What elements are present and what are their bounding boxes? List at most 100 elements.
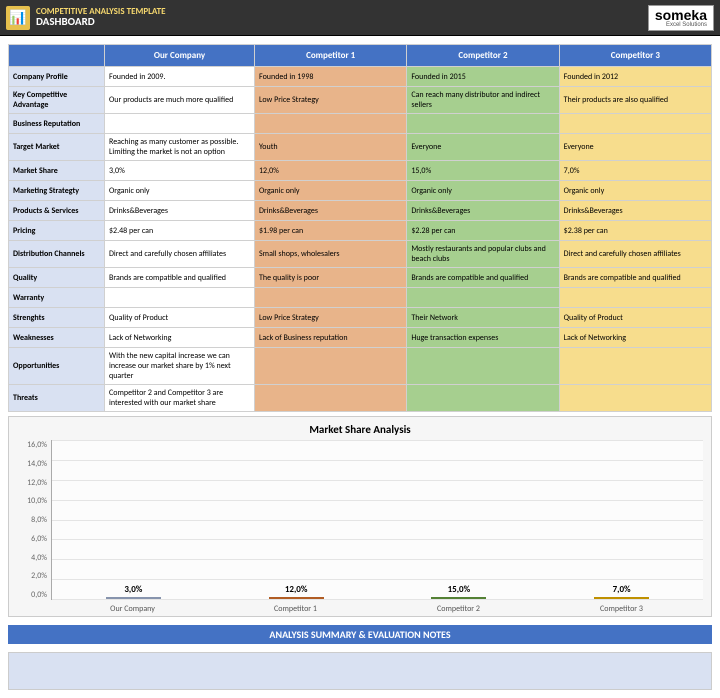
cell-our[interactable]: Drinks&Beverages <box>105 201 255 221</box>
cell-c1[interactable]: The quality is poor <box>255 268 407 288</box>
cell-c3[interactable]: Founded in 2012 <box>559 67 711 87</box>
cell-c2[interactable]: Drinks&Beverages <box>407 201 559 221</box>
table-row: Company ProfileFounded in 2009.Founded i… <box>9 67 712 87</box>
cell-c2[interactable]: Their Network <box>407 308 559 328</box>
cell-c2[interactable]: Brands are compatible and qualified <box>407 268 559 288</box>
cell-c1[interactable]: Founded in 1998 <box>255 67 407 87</box>
cell-c3[interactable]: 7,0% <box>559 161 711 181</box>
cell-our[interactable]: Quality of Product <box>105 308 255 328</box>
chart-bar: 12,0% <box>261 597 331 599</box>
row-label: Marketing Strategty <box>9 181 105 201</box>
cell-c2[interactable]: Founded in 2015 <box>407 67 559 87</box>
bar-value-label: 3,0% <box>107 584 160 595</box>
x-tick-label: Competitor 1 <box>261 604 331 614</box>
cell-c1[interactable] <box>255 348 407 385</box>
cell-c3[interactable] <box>559 288 711 308</box>
table-row: Market Share3,0%12,0%15,0%7,0% <box>9 161 712 181</box>
bar-value-label: 7,0% <box>595 584 648 595</box>
header-corner <box>9 45 105 67</box>
cell-c1[interactable]: Drinks&Beverages <box>255 201 407 221</box>
cell-our[interactable] <box>105 288 255 308</box>
chart-plot-area: 3,0% 12,0% 15,0% 7,0% <box>51 440 703 600</box>
cell-c2[interactable]: Mostly restaurants and popular clubs and… <box>407 241 559 268</box>
cell-c1[interactable]: Low Price Strategy <box>255 308 407 328</box>
cell-c3[interactable]: Brands are compatible and qualified <box>559 268 711 288</box>
cell-c3[interactable] <box>559 348 711 385</box>
cell-c2[interactable]: Everyone <box>407 134 559 161</box>
chart-x-axis: Our Company Competitor 1 Competitor 2 Compe… <box>51 600 703 614</box>
cell-our[interactable]: Our products are much more qualified <box>105 87 255 114</box>
logo-text: someka <box>655 8 707 22</box>
row-label: Threats <box>9 385 105 412</box>
cell-c2[interactable] <box>407 114 559 134</box>
cell-c2[interactable]: $2.28 per can <box>407 221 559 241</box>
cell-c3[interactable]: Quality of Product <box>559 308 711 328</box>
cell-our[interactable] <box>105 114 255 134</box>
cell-c3[interactable]: Lack of Networking <box>559 328 711 348</box>
table-row: ThreatsCompetitor 2 and Competitor 3 are… <box>9 385 712 412</box>
row-label: Products & Services <box>9 201 105 221</box>
cell-our[interactable]: Brands are compatible and qualified <box>105 268 255 288</box>
analysis-table: Our Company Competitor 1 Competitor 2 Co… <box>8 44 712 412</box>
cell-our[interactable]: 3,0% <box>105 161 255 181</box>
cell-our[interactable]: Reaching as many customer as possible. L… <box>105 134 255 161</box>
header-competitor-1: Competitor 1 <box>255 45 407 67</box>
table-row: OpportunitiesWith the new capital increa… <box>9 348 712 385</box>
cell-c1[interactable] <box>255 385 407 412</box>
cell-c1[interactable]: Small shops, wholesalers <box>255 241 407 268</box>
table-row: Target MarketReaching as many customer a… <box>9 134 712 161</box>
table-header-row: Our Company Competitor 1 Competitor 2 Co… <box>9 45 712 67</box>
cell-c2[interactable]: Organic only <box>407 181 559 201</box>
cell-our[interactable]: Direct and carefully chosen affiliates <box>105 241 255 268</box>
cell-c3[interactable]: Everyone <box>559 134 711 161</box>
cell-c1[interactable] <box>255 288 407 308</box>
y-tick-label: 12,0% <box>17 478 47 488</box>
cell-c2[interactable]: Can reach many distributor and indirect … <box>407 87 559 114</box>
y-tick-label: 4,0% <box>17 553 47 563</box>
cell-our[interactable]: Competitor 2 and Competitor 3 are intere… <box>105 385 255 412</box>
x-tick-label: Our Company <box>98 604 168 614</box>
row-label: Weaknesses <box>9 328 105 348</box>
cell-c2[interactable]: 15,0% <box>407 161 559 181</box>
cell-our[interactable]: $2.48 per can <box>105 221 255 241</box>
chart-bar: 7,0% <box>587 597 657 599</box>
cell-our[interactable]: With the new capital increase we can inc… <box>105 348 255 385</box>
bar-value-label: 12,0% <box>270 584 323 595</box>
header-left: 📊 COMPETITIVE ANALYSIS TEMPLATE DASHBOAR… <box>6 6 166 30</box>
header-competitor-3: Competitor 3 <box>559 45 711 67</box>
summary-notes-area[interactable] <box>8 652 712 690</box>
cell-c3[interactable]: Organic only <box>559 181 711 201</box>
y-tick-label: 16,0% <box>17 440 47 450</box>
cell-c3[interactable]: $2.38 per can <box>559 221 711 241</box>
chart-y-axis: 16,0%14,0%12,0%10,0%8,0%6,0%4,0%2,0%0,0% <box>17 440 51 600</box>
cell-c3[interactable]: Direct and carefully chosen affiliates <box>559 241 711 268</box>
cell-c3[interactable]: Their products are also qualified <box>559 87 711 114</box>
market-share-chart: Market Share Analysis 16,0%14,0%12,0%10,… <box>8 416 712 617</box>
table-row: Business Reputation <box>9 114 712 134</box>
cell-our[interactable]: Organic only <box>105 181 255 201</box>
cell-c2[interactable]: Huge transaction expenses <box>407 328 559 348</box>
x-tick-label: Competitor 2 <box>424 604 494 614</box>
cell-c1[interactable]: 12,0% <box>255 161 407 181</box>
cell-c2[interactable] <box>407 288 559 308</box>
cell-c3[interactable] <box>559 114 711 134</box>
cell-our[interactable]: Founded in 2009. <box>105 67 255 87</box>
cell-c2[interactable] <box>407 348 559 385</box>
cell-c1[interactable]: Organic only <box>255 181 407 201</box>
cell-c1[interactable]: $1.98 per can <box>255 221 407 241</box>
bar-value-label: 15,0% <box>432 584 485 595</box>
cell-c1[interactable] <box>255 114 407 134</box>
cell-c3[interactable]: Drinks&Beverages <box>559 201 711 221</box>
row-label: Pricing <box>9 221 105 241</box>
cell-c1[interactable]: Youth <box>255 134 407 161</box>
header-titles: COMPETITIVE ANALYSIS TEMPLATE DASHBOARD <box>36 7 166 29</box>
cell-c3[interactable] <box>559 385 711 412</box>
table-row: Distribution ChannelsDirect and carefull… <box>9 241 712 268</box>
cell-c1[interactable]: Low Price Strategy <box>255 87 407 114</box>
x-tick-label: Competitor 3 <box>587 604 657 614</box>
dashboard-icon: 📊 <box>6 6 30 30</box>
cell-c1[interactable]: Lack of Business reputation <box>255 328 407 348</box>
cell-c2[interactable] <box>407 385 559 412</box>
table-row: Warranty <box>9 288 712 308</box>
cell-our[interactable]: Lack of Networking <box>105 328 255 348</box>
